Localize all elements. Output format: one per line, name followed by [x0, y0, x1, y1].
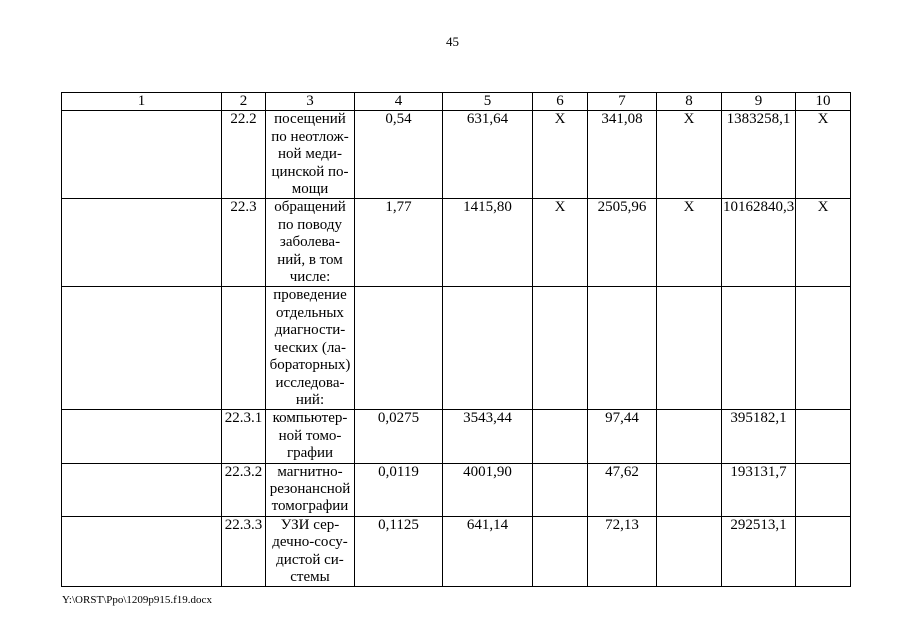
table-header-row: 1 2 3 4 5 6 7 8 9 10 — [61, 91, 851, 112]
table-cell — [587, 286, 657, 411]
table-cell: 4001,90 — [442, 462, 533, 517]
table-cell: 631,64 — [442, 110, 533, 200]
table-cell — [61, 110, 222, 200]
table-cell-service-name: посещений по неотлож- ной меди- цинской … — [265, 110, 355, 200]
table-row: 22.2 посещений по неотлож- ной меди- цин… — [61, 110, 851, 200]
table-cell — [61, 286, 222, 411]
table-cell — [656, 409, 722, 464]
footer-file-path: Y:\ORST\Ppo\1209p915.f19.docx — [62, 594, 212, 606]
table-cell — [656, 286, 722, 411]
table-cell — [532, 515, 588, 588]
table-cell: X — [795, 110, 851, 200]
table-cell: 10162840,3 — [721, 198, 796, 288]
table-cell — [532, 286, 588, 411]
table-cell — [795, 286, 851, 411]
table-cell — [61, 409, 222, 464]
table-cell — [656, 515, 722, 588]
table-cell — [61, 198, 222, 288]
table-cell: 0,0119 — [354, 462, 443, 517]
column-header: 5 — [442, 91, 533, 112]
table-cell: 341,08 — [587, 110, 657, 200]
page-number: 45 — [446, 34, 459, 49]
table-cell-service-name: компьютер- ной томо- графии — [265, 409, 355, 464]
column-header: 10 — [795, 91, 851, 112]
table-cell-service-name: проведение отдельных диагности- ческих (… — [265, 286, 355, 411]
table-cell: 641,14 — [442, 515, 533, 588]
table-cell — [532, 462, 588, 517]
table-cell — [656, 462, 722, 517]
table-cell: 97,44 — [587, 409, 657, 464]
table-cell: 3543,44 — [442, 409, 533, 464]
table-cell: X — [656, 198, 722, 288]
table-cell-row-number: 22.3.3 — [221, 515, 266, 588]
column-header: 6 — [532, 91, 588, 112]
table-cell-row-number — [221, 286, 266, 411]
table-cell: 395182,1 — [721, 409, 796, 464]
table-cell — [795, 409, 851, 464]
table-cell — [795, 515, 851, 588]
table-cell: 1,77 — [354, 198, 443, 288]
table-cell: 2505,96 — [587, 198, 657, 288]
table-cell: 47,62 — [587, 462, 657, 517]
table-cell — [532, 409, 588, 464]
table-row: 22.3.1 компьютер- ной томо- графии 0,027… — [61, 409, 851, 464]
table-cell: 1383258,1 — [721, 110, 796, 200]
data-table: 1 2 3 4 5 6 7 8 9 10 22.2 посещений по н… — [61, 91, 851, 588]
table-row: 22.3 обращений по поводу заболева- ний, … — [61, 198, 851, 288]
table-cell: 193131,7 — [721, 462, 796, 517]
table-cell: X — [532, 198, 588, 288]
table-cell-service-name: обращений по поводу заболева- ний, в том… — [265, 198, 355, 288]
table-cell — [721, 286, 796, 411]
table-cell — [61, 515, 222, 588]
column-header: 1 — [61, 91, 222, 112]
table-cell: X — [656, 110, 722, 200]
column-header: 9 — [721, 91, 796, 112]
table-cell: 0,1125 — [354, 515, 443, 588]
table-cell-service-name: магнитно- резонансной томографии — [265, 462, 355, 517]
table-cell — [442, 286, 533, 411]
table-cell: 1415,80 — [442, 198, 533, 288]
table-cell-row-number: 22.3.1 — [221, 409, 266, 464]
table-cell: 292513,1 — [721, 515, 796, 588]
table-row: 22.3.2 магнитно- резонансной томографии … — [61, 462, 851, 517]
column-header: 3 — [265, 91, 355, 112]
column-header: 8 — [656, 91, 722, 112]
table-cell: 72,13 — [587, 515, 657, 588]
table-cell — [795, 462, 851, 517]
table-cell: 0,0275 — [354, 409, 443, 464]
table-row: 22.3.3 УЗИ сер- дечно-сосу- дистой си- с… — [61, 515, 851, 588]
column-header: 7 — [587, 91, 657, 112]
table-cell-row-number: 22.3 — [221, 198, 266, 288]
column-header: 4 — [354, 91, 443, 112]
table-row: проведение отдельных диагности- ческих (… — [61, 286, 851, 411]
table-cell: X — [532, 110, 588, 200]
table-cell-service-name: УЗИ сер- дечно-сосу- дистой си- стемы — [265, 515, 355, 588]
table-cell — [354, 286, 443, 411]
table-cell — [61, 462, 222, 517]
table-cell-row-number: 22.2 — [221, 110, 266, 200]
table-cell-row-number: 22.3.2 — [221, 462, 266, 517]
column-header: 2 — [221, 91, 266, 112]
table-cell: 0,54 — [354, 110, 443, 200]
table-cell: X — [795, 198, 851, 288]
